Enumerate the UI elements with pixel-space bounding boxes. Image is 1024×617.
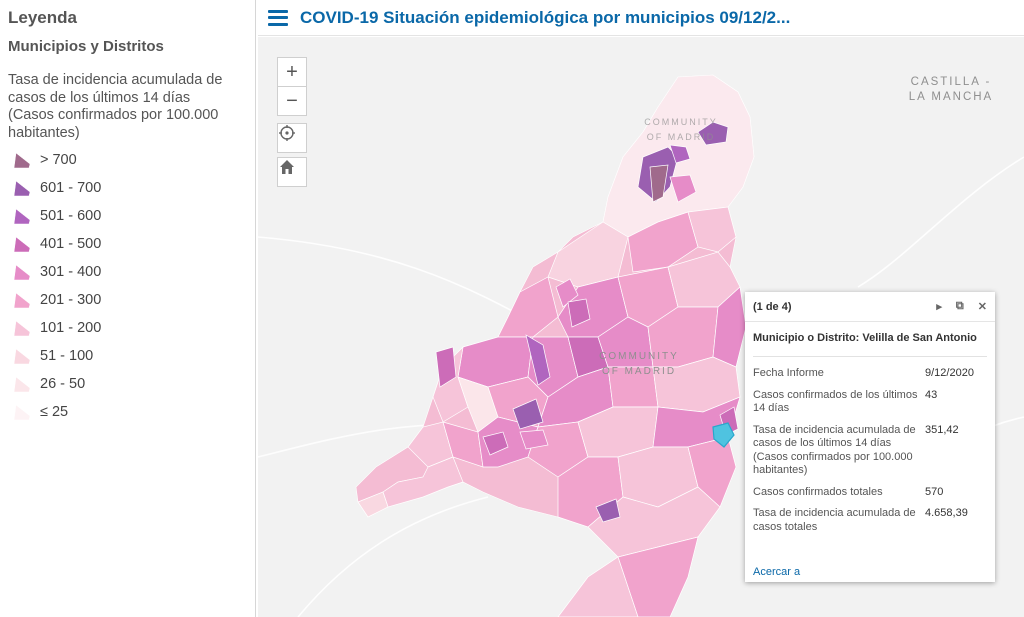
attribute-key: Fecha Informe (753, 367, 824, 379)
next-feature-icon[interactable]: ▸ (936, 301, 942, 313)
crosshair-icon (279, 125, 295, 141)
app-header: COVID-19 Situación epidemiológica por mu… (258, 0, 1024, 36)
home-button[interactable] (277, 157, 307, 187)
legend-class-label: 401 - 500 (40, 236, 102, 252)
legend-class-item: > 700 (8, 146, 247, 174)
dock-popup-icon[interactable]: ⧉ (955, 300, 964, 312)
popup-title: Municipio o Distrito: Velilla de San Ant… (753, 332, 977, 344)
feature-popup: (1 de 4) ▸ ⧉ ✕ Municipio o Distrito: Vel… (745, 292, 995, 582)
legend-title: Leyenda (8, 8, 77, 27)
legend-class-label: 201 - 300 (40, 292, 102, 308)
attribute-value: 351,42 (925, 423, 959, 436)
app-title: COVID-19 Situación epidemiológica por mu… (300, 7, 791, 27)
popup-header: (1 de 4) ▸ ⧉ ✕ (745, 292, 995, 322)
attribute-key: Casos confirmados totales (753, 485, 883, 498)
legend-class-label: 301 - 400 (40, 264, 102, 280)
attribute-value: 43 (925, 388, 938, 401)
attribute-row: Tasa de incidencia acumulada de casos de… (753, 420, 987, 482)
legend-swatch (12, 262, 32, 282)
zoom-to-link[interactable]: Acercar a (753, 566, 801, 578)
legend-class-label: 51 - 100 (40, 348, 94, 364)
attribute-key: Casos confirmados de los últimos 14 días (753, 388, 918, 415)
attribute-value: 9/12/2020 (925, 367, 974, 379)
attribute-value: 4.658,39 (925, 507, 968, 519)
legend-class-label: 601 - 700 (40, 180, 102, 196)
legend-class-item: 26 - 50 (8, 370, 247, 398)
attribute-row: Casos confirmados de los últimos 14 días… (753, 385, 987, 420)
legend-class-item: 101 - 200 (8, 314, 247, 342)
basemap-label-community-center: COMMUNITY OF MADRID (599, 351, 679, 377)
layer-title: Municipios y Distritos (8, 38, 164, 55)
legend-swatch (12, 374, 32, 394)
legend-class-label: ≤ 25 (40, 404, 69, 420)
legend-class-item: ≤ 25 (8, 398, 247, 426)
legend-swatch (12, 318, 32, 338)
legend-class-item: 301 - 400 (8, 258, 247, 286)
legend-class-label: > 700 (40, 152, 77, 168)
legend-class-label: 101 - 200 (40, 320, 102, 336)
legend-panel: Leyenda Municipios y Distritos Tasa de i… (0, 0, 256, 617)
attribute-key: Tasa de incidencia acumulada de casos to… (753, 507, 916, 533)
legend-class-item: 51 - 100 (8, 342, 247, 370)
legend-swatch (12, 178, 32, 198)
popup-divider (753, 356, 987, 357)
legend-swatch (12, 402, 32, 422)
legend-field-description: Tasa de incidencia acumulada de casos de… (8, 72, 223, 141)
zoom-out-button[interactable]: − (277, 86, 307, 116)
home-icon (280, 160, 294, 174)
attribute-row: Fecha Informe 9/12/2020 (753, 363, 987, 385)
basemap-label-castilla: CASTILLA - LA MANCHA (908, 76, 994, 103)
legend-swatch (12, 206, 32, 226)
close-icon[interactable]: ✕ (977, 301, 987, 313)
attribute-value: 570 (925, 485, 944, 498)
zoom-in-button[interactable]: + (277, 57, 307, 87)
legend-class-list: > 700 601 - 700 501 - 600 401 - 500 301 … (8, 146, 247, 426)
legend-swatch (12, 150, 32, 170)
legend-swatch (12, 290, 32, 310)
legend-class-item: 601 - 700 (8, 174, 247, 202)
basemap-label-community-north: COMMUNITY OF MADRID (644, 117, 718, 142)
legend-class-label: 26 - 50 (40, 376, 86, 392)
map-canvas[interactable] (258, 37, 1024, 617)
legend-class-item: 501 - 600 (8, 202, 247, 230)
attribute-key: Tasa de incidencia acumulada de casos de… (753, 423, 916, 477)
attribute-row: Tasa de incidencia acumulada de casos to… (753, 503, 987, 538)
menu-icon[interactable] (268, 9, 288, 26)
legend-class-label: 501 - 600 (40, 208, 102, 224)
legend-class-item: 401 - 500 (8, 230, 247, 258)
legend-swatch (12, 234, 32, 254)
selected-municipality[interactable] (712, 422, 735, 448)
legend-class-item: 201 - 300 (8, 286, 247, 314)
popup-attribute-table: Fecha Informe 9/12/2020 Casos confirmados… (753, 363, 987, 538)
legend-swatch (12, 346, 32, 366)
popup-pager: (1 de 4) (753, 300, 792, 313)
locate-button[interactable] (277, 123, 307, 153)
attribute-row: Casos confirmados totales 570 (753, 482, 987, 504)
